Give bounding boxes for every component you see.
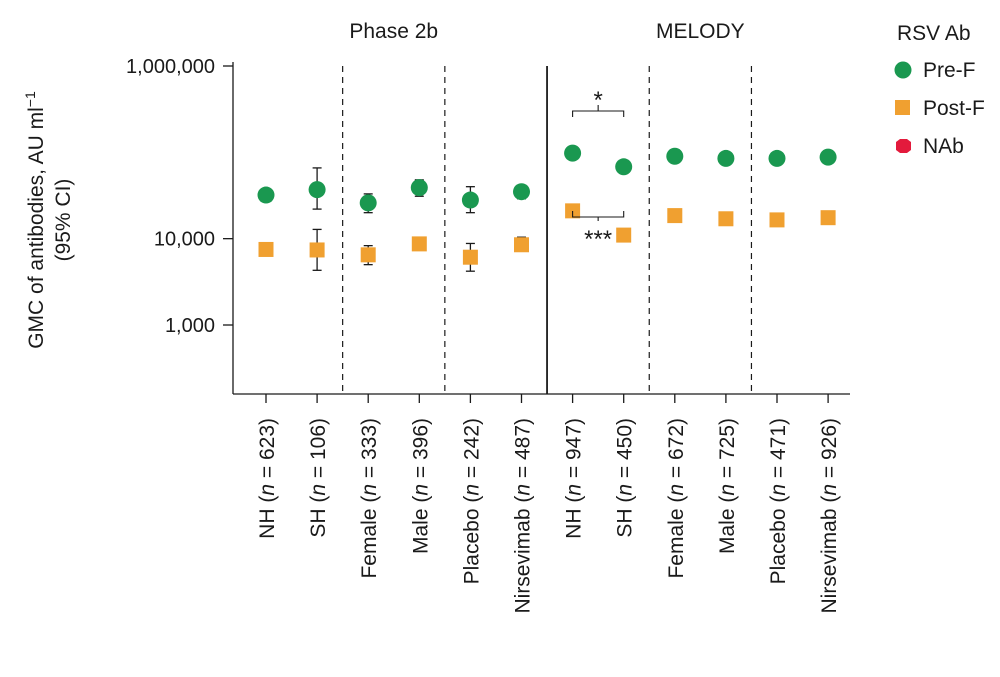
x-tick-label: Male (n = 725) xyxy=(716,418,739,554)
point-pre-f xyxy=(308,181,326,199)
legend: RSV Ab Pre-F Post-F NAb xyxy=(894,22,985,158)
point-post-f xyxy=(258,241,274,257)
point-pre-f xyxy=(257,186,275,204)
x-tick-label: Nirsevimab (n = 487) xyxy=(512,418,535,614)
point-post-f xyxy=(514,237,529,253)
point-pre-f xyxy=(410,179,428,197)
x-tick-label: Female (n = 333) xyxy=(358,418,381,579)
x-tick-label: SH (n = 106) xyxy=(307,418,330,538)
point-post-f xyxy=(565,203,581,219)
x-tick-label: Placebo (n = 242) xyxy=(460,418,483,584)
point-pre-f xyxy=(819,148,837,166)
point-pre-f xyxy=(615,158,633,176)
significance-bracket-post-f xyxy=(572,211,625,221)
point-post-f xyxy=(667,208,683,224)
point-pre-f xyxy=(666,147,684,165)
y-axis-title-unit-exponent: −1 xyxy=(22,91,38,107)
legend-label-pre-f: Pre-F xyxy=(923,59,976,82)
point-post-f xyxy=(360,247,376,263)
panel-title-melody: MELODY xyxy=(656,20,745,43)
point-post-f xyxy=(462,249,478,265)
point-post-f xyxy=(820,210,836,226)
x-tick-label: Male (n = 396) xyxy=(409,418,432,554)
legend-marker-post-f xyxy=(895,100,910,115)
svg-text:GMC of antibodies, AU ml−1: GMC of antibodies, AU ml−1 xyxy=(22,91,48,349)
point-pre-f xyxy=(717,149,735,167)
point-pre-f xyxy=(461,191,479,209)
significance-label-pre-f: * xyxy=(593,87,602,114)
significance-label-post-f: *** xyxy=(584,226,612,253)
x-tick-label: NH (n = 947) xyxy=(563,418,586,539)
legend-title: RSV Ab xyxy=(897,22,971,45)
legend-item-post-f: Post-F xyxy=(895,97,985,120)
point-pre-f xyxy=(359,194,377,212)
y-tick-label: 1,000 xyxy=(165,315,215,337)
panel-title-phase-2b: Phase 2b xyxy=(349,20,438,43)
point-post-f xyxy=(411,236,427,252)
plot-area: 1,000 10,000 1,000,000 Phase 2b MELODY NH (n … xyxy=(126,20,850,614)
legend-label-post-f: Post-F xyxy=(923,97,985,120)
point-pre-f xyxy=(513,183,530,201)
point-post-f xyxy=(718,211,734,227)
point-post-f xyxy=(309,242,325,258)
x-tick-label: Nirsevimab (n = 926) xyxy=(818,418,841,614)
point-pre-f xyxy=(564,144,582,162)
legend-item-pre-f: Pre-F xyxy=(894,59,976,82)
x-tick-label: SH (n = 450) xyxy=(614,418,637,538)
point-pre-f xyxy=(768,149,786,167)
y-tick-label: 10,000 xyxy=(154,229,215,251)
x-tick-label: NH (n = 623) xyxy=(256,418,279,539)
legend-item-nab: NAb xyxy=(896,135,964,158)
legend-marker-pre-f xyxy=(894,61,912,79)
x-tick-label: Placebo (n = 471) xyxy=(767,418,790,584)
point-post-f xyxy=(769,212,785,228)
x-tick-label: Female (n = 672) xyxy=(665,418,688,579)
y-axis-title-main: GMC of antibodies, AU ml xyxy=(25,107,48,349)
y-tick-label: 1,000,000 xyxy=(126,56,215,78)
point-post-f xyxy=(616,227,632,243)
legend-label-nab: NAb xyxy=(923,135,964,158)
y-axis-title: GMC of antibodies, AU ml−1 (95% CI) xyxy=(22,91,75,349)
significance-bracket-pre-f xyxy=(572,105,625,117)
y-axis-title-ci: (95% CI) xyxy=(52,179,75,262)
legend-marker-nab xyxy=(896,139,911,153)
